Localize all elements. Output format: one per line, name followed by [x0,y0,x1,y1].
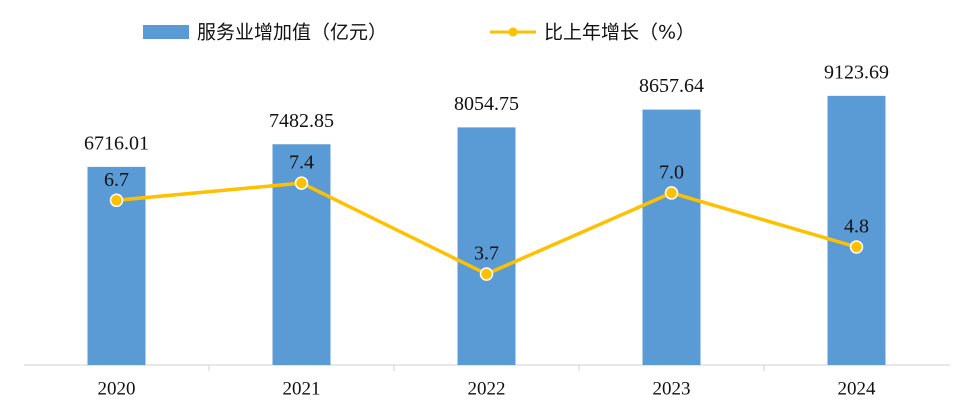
legend-swatch [143,25,189,39]
line-point [109,193,124,208]
bar-value-label: 7482.85 [269,110,334,132]
x-tick-label: 2023 [653,378,691,399]
line-value-label: 3.7 [474,243,499,265]
legend-swatch [508,27,518,37]
bar [827,95,886,366]
x-tick-label: 2024 [838,378,877,399]
line-point [294,176,309,190]
x-tick-label: 2022 [468,378,506,399]
bar [457,127,516,365]
legend-label: 服务业增加值（亿元） [197,22,387,44]
bar-value-label: 8054.75 [454,93,519,115]
line-point [479,267,494,281]
x-tick-label: 2020 [98,378,136,399]
bar-value-label: 8657.64 [639,75,704,97]
x-tick-label: 2021 [283,378,321,399]
line-value-label: 7.0 [659,162,684,184]
line-value-label: 6.7 [104,169,129,191]
line-point [849,240,864,254]
bar-value-label: 6716.01 [84,132,149,154]
line-point [664,186,679,200]
line-value-label: 7.4 [289,152,314,174]
bar-value-label: 9123.69 [824,61,889,83]
bar [642,109,701,366]
legend-label: 比上年增长（%） [544,22,695,44]
line-value-label: 4.8 [844,216,869,238]
